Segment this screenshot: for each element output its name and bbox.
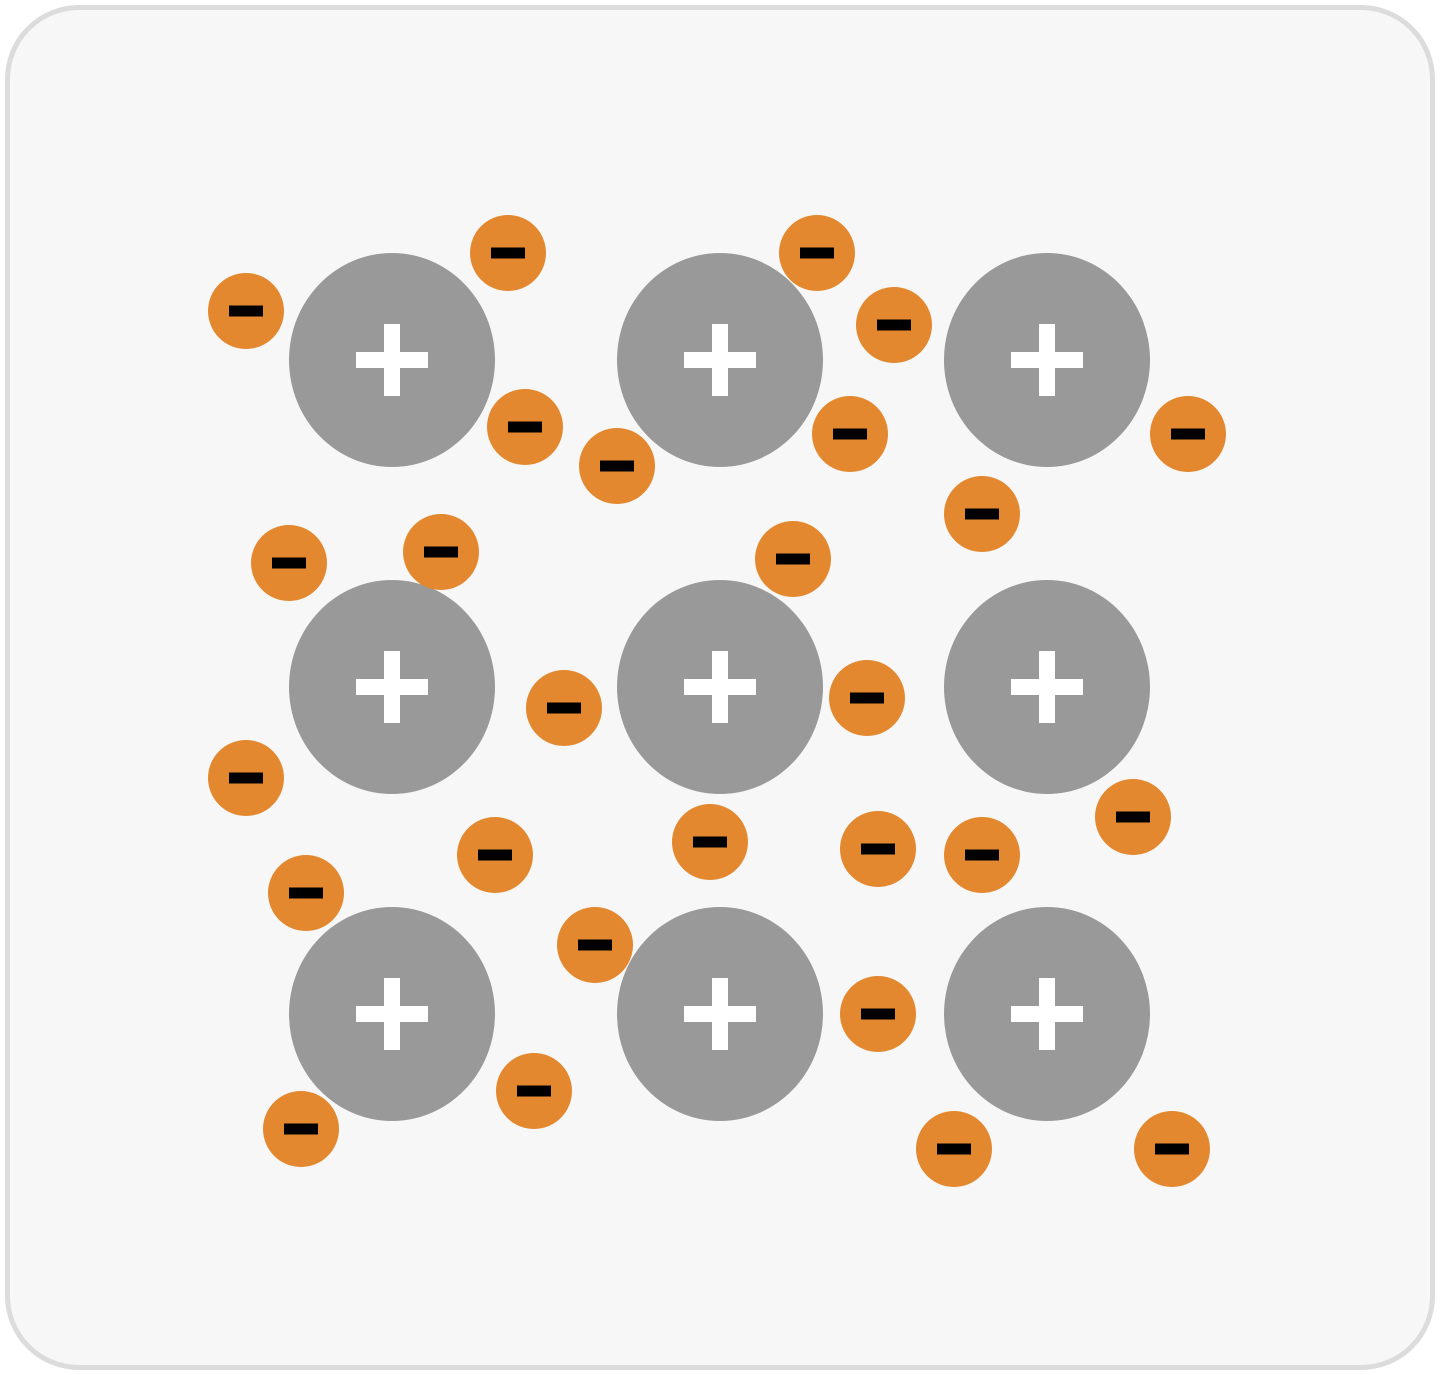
electron: delocalised electron	[526, 670, 602, 746]
positive-ion: positive metal ion	[617, 580, 823, 794]
minus-icon	[272, 557, 306, 569]
electron: delocalised electron	[457, 817, 533, 893]
plus-icon	[384, 978, 400, 1050]
electron: delocalised electron	[812, 396, 888, 472]
electron: delocalised electron	[557, 907, 633, 983]
electron: delocalised electron	[672, 804, 748, 880]
positive-ion: positive metal ion	[617, 253, 823, 467]
positive-ion: positive metal ion	[289, 253, 495, 467]
plus-icon	[1039, 978, 1055, 1050]
plus-icon	[712, 978, 728, 1050]
positive-ion: positive metal ion	[944, 580, 1150, 794]
minus-icon	[693, 836, 727, 848]
minus-icon	[578, 939, 612, 951]
minus-icon	[517, 1085, 551, 1097]
minus-icon	[229, 305, 263, 317]
electron: delocalised electron	[208, 273, 284, 349]
electron-sea: delocalised electrondelocalised electron…	[208, 215, 1226, 1187]
electron: delocalised electron	[403, 514, 479, 590]
electron: delocalised electron	[916, 1111, 992, 1187]
electron: delocalised electron	[208, 740, 284, 816]
electron: delocalised electron	[251, 525, 327, 601]
plus-icon	[384, 651, 400, 723]
electron: delocalised electron	[470, 215, 546, 291]
electron: delocalised electron	[1134, 1111, 1210, 1187]
positive-ion: positive metal ion	[944, 907, 1150, 1121]
minus-icon	[284, 1123, 318, 1135]
electron: delocalised electron	[487, 389, 563, 465]
minus-icon	[508, 421, 542, 433]
minus-icon	[800, 247, 834, 259]
minus-icon	[478, 849, 512, 861]
minus-icon	[424, 546, 458, 558]
electron: delocalised electron	[1095, 779, 1171, 855]
minus-icon	[229, 772, 263, 784]
minus-icon	[965, 849, 999, 861]
positive-ion: positive metal ion	[289, 907, 495, 1121]
minus-icon	[776, 553, 810, 565]
positive-ion: positive metal ion	[617, 907, 823, 1121]
positive-ion: positive metal ion	[289, 580, 495, 794]
minus-icon	[491, 247, 525, 259]
ion-lattice: positive metal ion positive metal ion posi…	[289, 253, 1150, 1121]
electron: delocalised electron	[263, 1091, 339, 1167]
minus-icon	[1155, 1143, 1189, 1155]
minus-icon	[861, 1008, 895, 1020]
plus-icon	[712, 651, 728, 723]
electron: delocalised electron	[579, 428, 655, 504]
electron: delocalised electron	[840, 976, 916, 1052]
plus-icon	[1039, 651, 1055, 723]
electron: delocalised electron	[856, 287, 932, 363]
electron: delocalised electron	[1150, 396, 1226, 472]
minus-icon	[861, 843, 895, 855]
minus-icon	[547, 702, 581, 714]
electron: delocalised electron	[944, 817, 1020, 893]
electron: delocalised electron	[840, 811, 916, 887]
minus-icon	[1171, 428, 1205, 440]
minus-icon	[833, 428, 867, 440]
electron: delocalised electron	[496, 1053, 572, 1129]
plus-icon	[1039, 324, 1055, 396]
minus-icon	[877, 319, 911, 331]
minus-icon	[850, 692, 884, 704]
minus-icon	[937, 1143, 971, 1155]
positive-ion: positive metal ion	[944, 253, 1150, 467]
electron: delocalised electron	[944, 476, 1020, 552]
plus-icon	[384, 324, 400, 396]
electron: delocalised electron	[268, 855, 344, 931]
minus-icon	[289, 887, 323, 899]
plus-icon	[712, 324, 728, 396]
electron: delocalised electron	[779, 215, 855, 291]
minus-icon	[600, 460, 634, 472]
minus-icon	[1116, 811, 1150, 823]
electron: delocalised electron	[755, 521, 831, 597]
minus-icon	[965, 508, 999, 520]
electron: delocalised electron	[829, 660, 905, 736]
